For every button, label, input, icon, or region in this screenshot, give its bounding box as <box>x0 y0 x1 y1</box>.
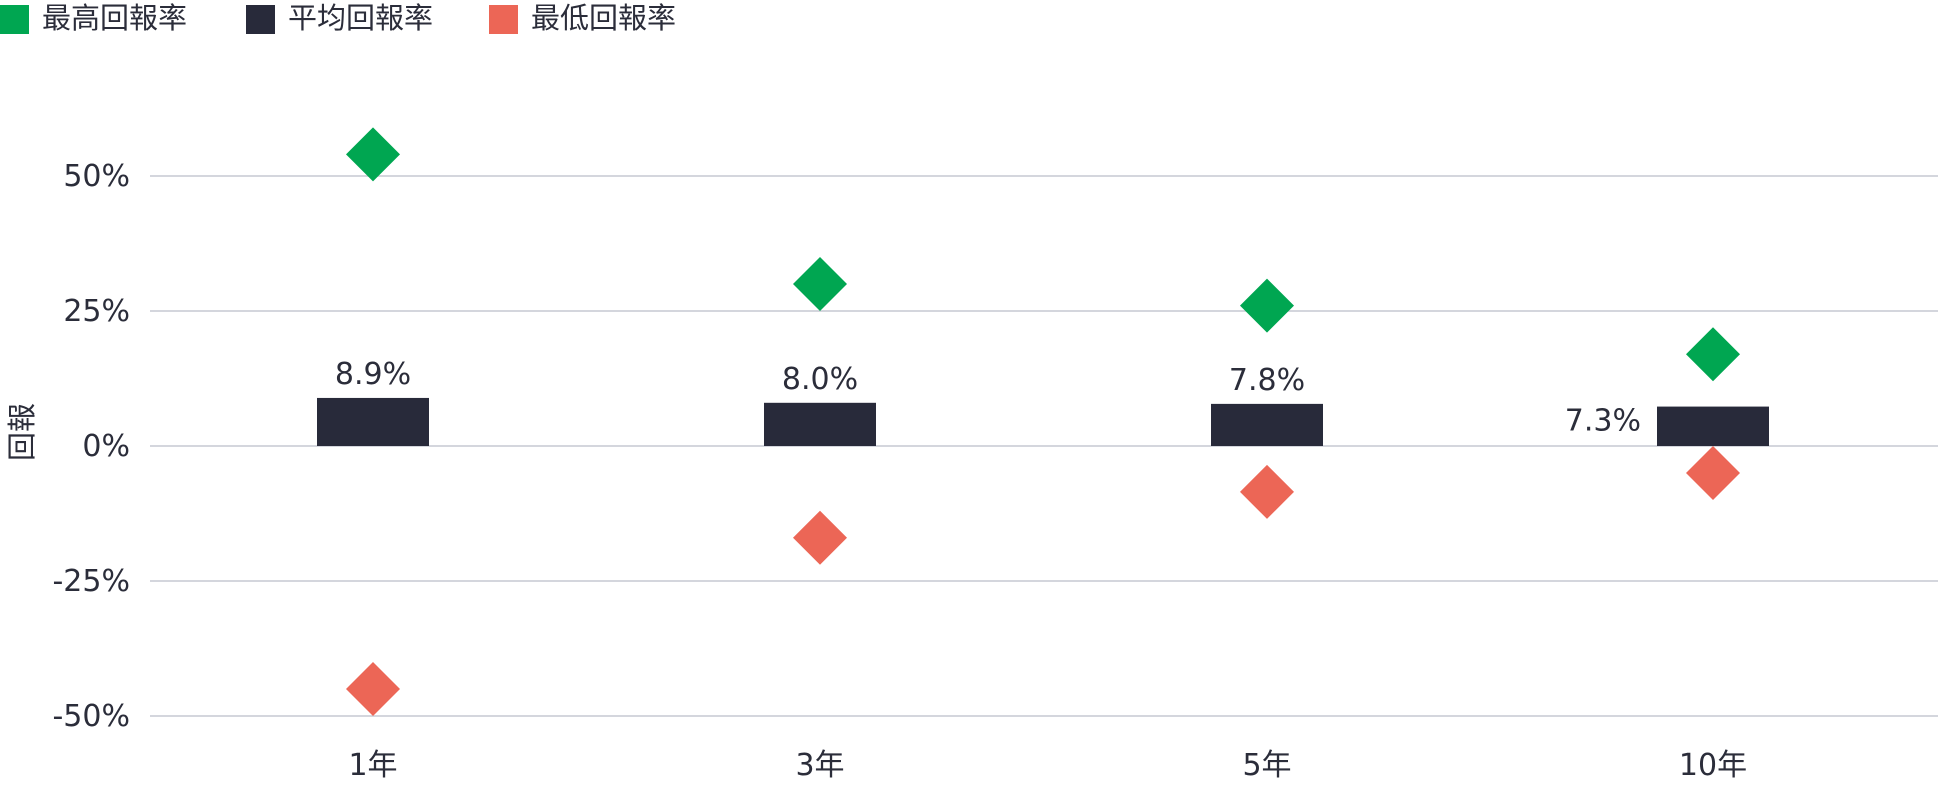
y-tick-label: -25% <box>52 564 130 599</box>
x-axis: 1年 3年 5年 10年 <box>348 748 1747 783</box>
y-tick-label: -50% <box>52 699 130 734</box>
legend-swatch <box>489 5 518 34</box>
y-axis: 50% 25% 0% -25% -50% <box>52 159 130 734</box>
data-label-average: 7.3% <box>1565 404 1641 439</box>
marker-max <box>1686 327 1740 382</box>
x-tick-label: 5年 <box>1242 748 1291 783</box>
legend-label: 最低回報率 <box>531 1 676 35</box>
legend-swatch <box>246 5 275 34</box>
marker-max <box>346 127 400 182</box>
y-tick-label: 50% <box>63 159 130 194</box>
x-tick-label: 1年 <box>348 748 397 783</box>
data-label-average: 7.8% <box>1229 363 1305 398</box>
bar-average <box>764 402 876 446</box>
legend: 最高回報率 平均回報率 最低回報率 <box>0 1 676 35</box>
y-tick-label: 0% <box>82 429 130 464</box>
marker-min <box>346 662 400 716</box>
bar-average <box>317 397 429 446</box>
x-tick-label: 10年 <box>1679 748 1747 783</box>
grid-lines <box>150 175 1938 717</box>
marker-max <box>1240 278 1294 333</box>
chart-marks: 8.9% 8.0% 7.8% 7.3% <box>317 127 1769 716</box>
legend-label: 平均回報率 <box>288 1 433 35</box>
legend-label: 最高回報率 <box>42 1 187 35</box>
marker-min <box>1240 464 1294 519</box>
data-label-average: 8.9% <box>335 357 411 392</box>
bar-average <box>1211 403 1323 446</box>
marker-max <box>793 257 847 311</box>
x-tick-label: 3年 <box>795 748 844 783</box>
legend-swatch <box>0 5 29 34</box>
y-axis-label: 回報 <box>5 403 39 461</box>
marker-min <box>793 510 847 565</box>
data-label-average: 8.0% <box>782 362 858 397</box>
marker-min <box>1686 446 1740 500</box>
y-tick-label: 25% <box>63 294 130 329</box>
bar-average <box>1657 406 1769 446</box>
